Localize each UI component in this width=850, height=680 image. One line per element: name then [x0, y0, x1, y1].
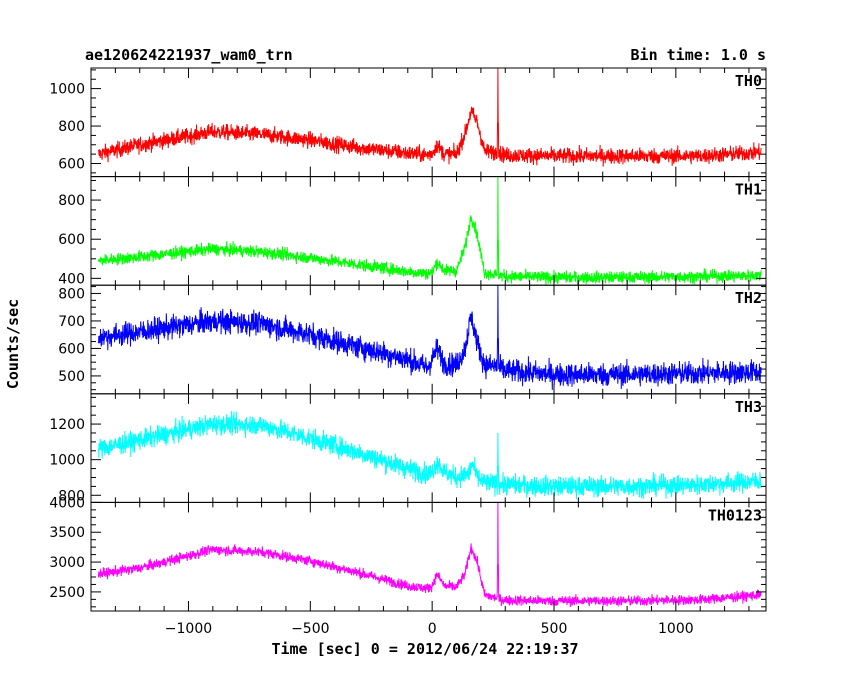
y-tick-label: 400: [58, 271, 85, 287]
series-th2: [97, 285, 762, 390]
panel-th0123: 2500 3000 3500 4000 TH0123: [49, 495, 767, 612]
series-th1: [97, 176, 762, 286]
x-tick-label: 0: [428, 621, 437, 637]
x-tick-label: −500: [291, 621, 329, 637]
y-tick-label: 3000: [49, 555, 85, 571]
panel-frame: [90, 176, 767, 286]
panel-th2: 500 600 700 800 TH2: [58, 284, 767, 395]
x-tick-label: −1000: [165, 621, 212, 637]
y-tick-label: 4000: [49, 495, 85, 511]
y-tick-label: 600: [58, 341, 85, 357]
panel-name-label: TH3: [735, 398, 762, 416]
y-tick-label: 1200: [49, 417, 85, 433]
y-tick-label: 2500: [49, 585, 85, 601]
panel-th1: 400 600 800 TH1: [58, 176, 767, 287]
y-tick-label: 700: [58, 314, 85, 330]
x-axis-label: Time [sec] 0 = 2012/06/24 22:19:37: [271, 640, 578, 658]
y-tick-label: 800: [58, 193, 85, 209]
y-tick-label: 800: [58, 488, 85, 504]
y-axis-label: Counts/sec: [4, 299, 22, 389]
x-tick-label: 1000: [658, 621, 694, 637]
panel-name-label: TH0123: [708, 506, 762, 524]
x-tick-label: 500: [541, 621, 568, 637]
y-tick-label: 1000: [49, 453, 85, 469]
y-tick-label: 500: [58, 369, 85, 385]
y-tick-label: 800: [58, 286, 85, 302]
panel-frame: [90, 67, 767, 178]
panel-th3: 800 1000 1200 TH3: [49, 393, 767, 504]
series-th0123: [97, 502, 762, 608]
panels-group: 600 800 1000 TH0 400 600 800 TH1 500 600 700 800 TH2…: [49, 67, 767, 637]
panel-frame: [90, 501, 767, 612]
panel-name-label: TH0: [735, 72, 762, 90]
y-tick-label: 1000: [49, 82, 85, 98]
y-tick-label: 800: [58, 119, 85, 135]
panel-th0: 600 800 1000 TH0: [49, 67, 767, 178]
bin-time-label: Bin time: 1.0 s: [631, 46, 766, 64]
y-tick-label: 3500: [49, 525, 85, 541]
panel-name-label: TH1: [735, 181, 762, 199]
series-th0: [97, 68, 762, 167]
y-tick-label: 600: [58, 232, 85, 248]
plot-title: ae120624221937_wam0_trn: [85, 46, 293, 64]
y-tick-label: 600: [58, 156, 85, 172]
series-th3: [97, 411, 762, 500]
panel-name-label: TH2: [735, 289, 762, 307]
